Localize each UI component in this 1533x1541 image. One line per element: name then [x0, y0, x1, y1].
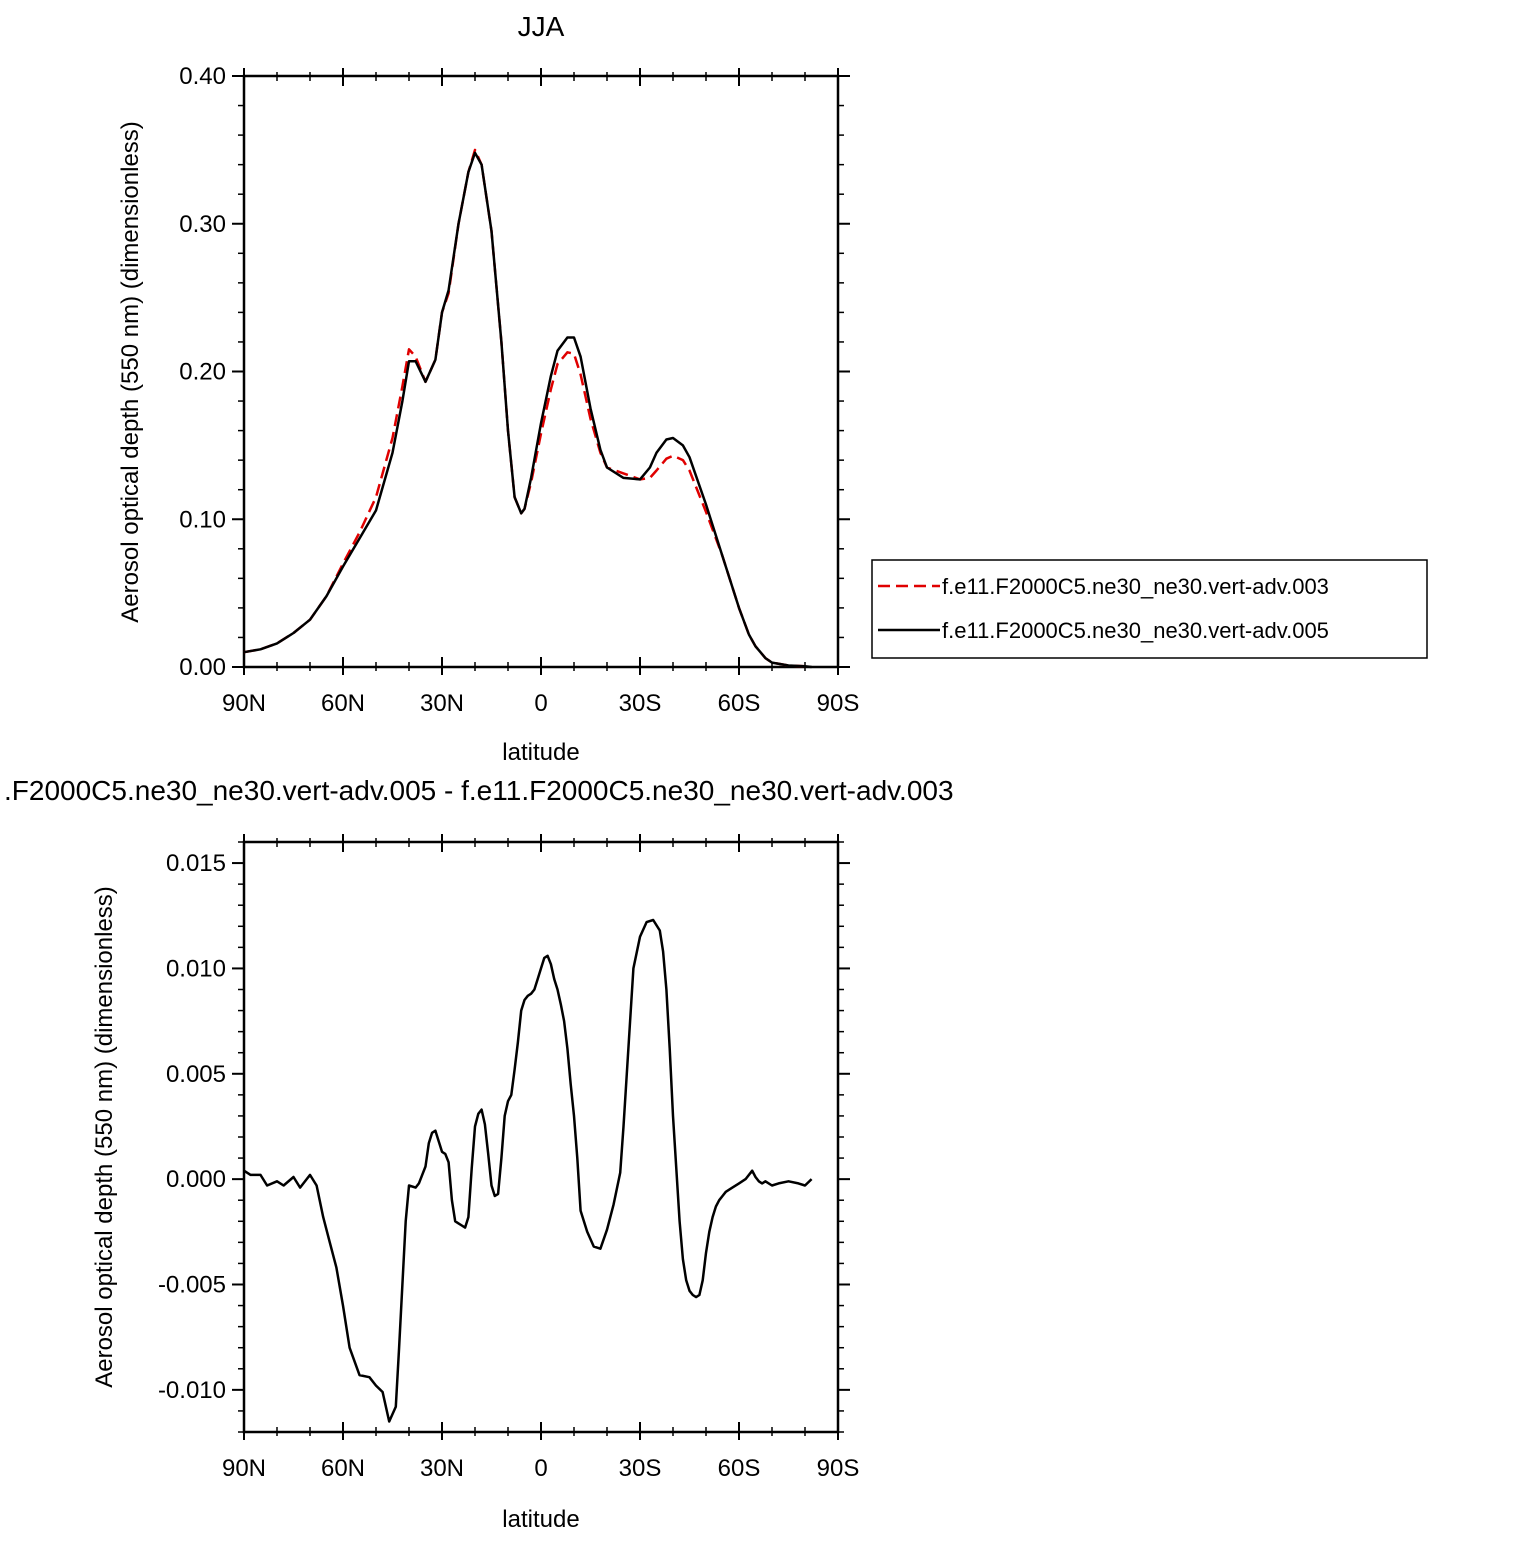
bottom-x-tick-label: 30N	[420, 1455, 464, 1482]
top-y-tick-label: 0.40	[179, 63, 226, 90]
bottom-y-tick-label: 0.010	[166, 955, 226, 982]
top-x-tick-label: 30S	[619, 690, 662, 717]
bottom-x-tick-label: 60N	[321, 1455, 365, 1482]
bottom-series-line-1	[243, 918, 813, 1423]
top-plot-frame	[242, 74, 840, 669]
top-x-tick-label: 90S	[817, 690, 860, 717]
top-x-tick-label: 90N	[222, 690, 266, 717]
legend-label-series-1: f.e11.F2000C5.ne30_ne30.vert-adv.003	[942, 574, 1329, 599]
legend: f.e11.F2000C5.ne30_ne30.vert-adv.003 f.e…	[871, 559, 1428, 659]
bottom-y-tick-label: 0.005	[166, 1061, 226, 1088]
top-plot-area: 90N 60N 30N 0 30S 60S 90S 0.00 0.10 0.20 0.30 0.40	[179, 63, 859, 717]
legend-box	[871, 559, 1428, 659]
top-series-line-1	[243, 148, 812, 669]
top-y-tick-label: 0.20	[179, 359, 226, 386]
bottom-x-tick-label: 0	[534, 1455, 547, 1482]
bottom-plot-frame	[242, 840, 840, 1434]
bottom-x-tick-label: 30S	[619, 1455, 662, 1482]
bottom-y-tick-label: -0.005	[158, 1272, 226, 1299]
bottom-y-tick-label: 0.015	[166, 850, 226, 877]
bottom-x-tick-label: 60S	[718, 1455, 761, 1482]
bottom-panel-title: .F2000C5.ne30_ne30.vert-adv.005 - f.e11.…	[4, 775, 954, 806]
bottom-panel: .F2000C5.ne30_ne30.vert-adv.005 - f.e11.…	[4, 775, 954, 1533]
top-panel: JJA 90N 60N 30N 0 30S 60S 90S 0.00 0.10 0.20 0.30 0…	[117, 11, 1428, 766]
top-y-tick-label: 0.10	[179, 506, 226, 533]
top-y-axis-label: Aerosol optical depth (550 nm) (dimensio…	[117, 121, 144, 623]
bottom-plot-area: 90N 60N 30N 0 30S 60S 90S -0.010 -0.005 0.000 0.00…	[158, 834, 859, 1482]
top-panel-title: JJA	[518, 11, 565, 42]
top-x-tick-label: 60S	[718, 690, 761, 717]
legend-label-series-2: f.e11.F2000C5.ne30_ne30.vert-adv.005	[942, 618, 1329, 643]
bottom-y-axis-label: Aerosol optical depth (550 nm) (dimensio…	[91, 886, 118, 1388]
bottom-x-axis-label: latitude	[502, 1506, 579, 1533]
bottom-x-tick-label: 90N	[222, 1455, 266, 1482]
top-y-tick-label: 0.00	[179, 654, 226, 681]
bottom-x-tick-label: 90S	[817, 1455, 860, 1482]
top-series-line-2	[243, 151, 812, 669]
top-x-tick-label: 60N	[321, 690, 365, 717]
top-y-tick-label: 0.30	[179, 211, 226, 238]
top-x-tick-label: 0	[534, 690, 547, 717]
top-x-axis-label: latitude	[502, 739, 579, 766]
bottom-y-tick-label: -0.010	[158, 1377, 226, 1404]
top-x-tick-label: 30N	[420, 690, 464, 717]
bottom-y-tick-label: 0.000	[166, 1166, 226, 1193]
